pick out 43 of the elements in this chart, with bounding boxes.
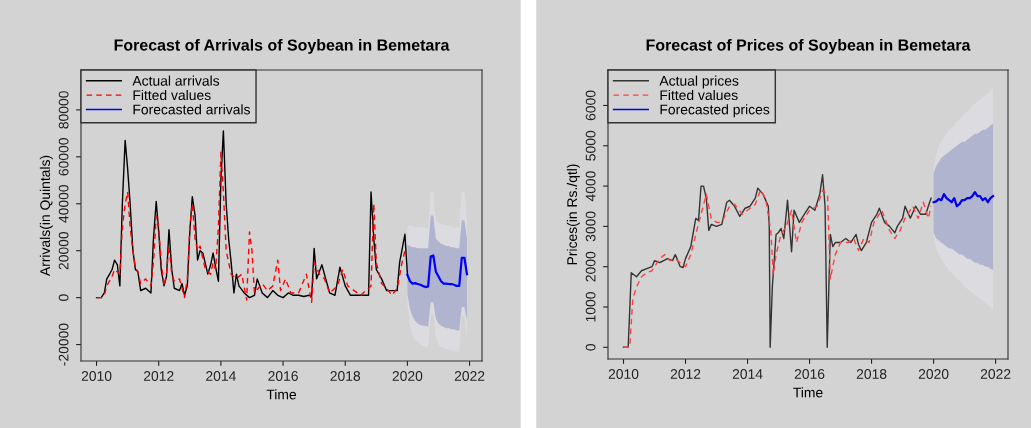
legend-label: Fitted values bbox=[660, 89, 738, 101]
legend-label: Actual arrivals bbox=[132, 75, 220, 86]
y-tick-label: 2000 bbox=[585, 251, 596, 282]
y-tick-label: 1000 bbox=[585, 292, 596, 322]
line-series bbox=[95, 130, 409, 299]
y-tick-label: 20000 bbox=[58, 231, 69, 270]
y-tick-label: 40000 bbox=[58, 185, 69, 223]
y-axis-title: Prices(in Rs./qtl) bbox=[566, 164, 580, 265]
y-tick-label: 80000 bbox=[58, 91, 69, 129]
x-tick-label: 2018 bbox=[330, 371, 361, 381]
y-tick-label: 6000 bbox=[585, 90, 596, 121]
x-tick-label: 2016 bbox=[794, 369, 825, 379]
x-axis-title: Time bbox=[793, 387, 823, 398]
x-tick-label: 2010 bbox=[81, 371, 112, 381]
y-tick-label: 60000 bbox=[58, 138, 69, 176]
x-tick-label: 2022 bbox=[454, 371, 485, 381]
legend-label: Actual prices bbox=[659, 75, 739, 89]
x-tick-label: 2010 bbox=[608, 369, 639, 379]
y-tick-label: 0 bbox=[585, 343, 596, 351]
y-tick-label: 4000 bbox=[585, 171, 596, 202]
x-tick-label: 2014 bbox=[206, 371, 236, 381]
line-series bbox=[95, 151, 406, 304]
x-tick-label: 2018 bbox=[856, 369, 887, 379]
line-series bbox=[406, 254, 469, 289]
x-tick-label: 2012 bbox=[143, 371, 174, 381]
x-tick-label: 2016 bbox=[268, 371, 298, 381]
legend-label: Fitted values bbox=[133, 89, 211, 101]
chart-title: Forecast of Arrivals of Soybean in Bemetara bbox=[114, 38, 450, 54]
legend-label: Forecasted prices bbox=[660, 104, 770, 118]
x-tick-label: 2020 bbox=[392, 371, 423, 381]
x-tick-label: 2020 bbox=[918, 369, 949, 379]
x-tick-label: 2012 bbox=[670, 369, 701, 379]
y-tick-label: 0 bbox=[58, 294, 69, 301]
x-axis-title: Time bbox=[266, 389, 297, 400]
y-tick-label: 5000 bbox=[585, 130, 596, 161]
y-tick-label: 3000 bbox=[585, 211, 596, 242]
legend-label: Forecasted arrivals bbox=[133, 104, 250, 115]
y-tick-label: -20000 bbox=[58, 323, 69, 366]
chart-title: Forecast of Prices of Soybean in Bemetara bbox=[646, 38, 971, 54]
y-axis-title: Arrivals(in Quintals) bbox=[39, 155, 53, 277]
x-tick-label: 2022 bbox=[980, 369, 1011, 379]
x-tick-label: 2014 bbox=[732, 369, 763, 379]
line-series bbox=[932, 191, 995, 208]
